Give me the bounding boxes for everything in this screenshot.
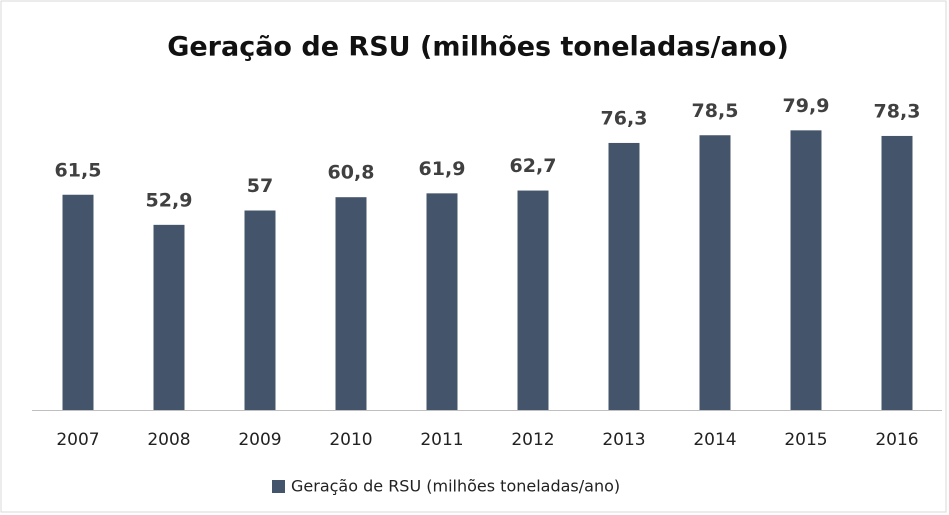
data-label: 61,5 xyxy=(55,159,102,181)
x-tick-label: 2007 xyxy=(56,430,99,450)
data-label: 61,9 xyxy=(419,158,466,180)
bar xyxy=(881,135,913,410)
bar xyxy=(335,197,367,410)
bar xyxy=(608,142,640,410)
data-label: 57 xyxy=(247,175,273,197)
legend-swatch xyxy=(272,480,285,493)
x-tick-label: 2012 xyxy=(511,430,554,450)
x-tick-label: 2016 xyxy=(875,430,918,450)
x-tick-label: 2008 xyxy=(147,430,190,450)
bar xyxy=(699,135,731,410)
bar xyxy=(517,190,549,410)
data-label: 76,3 xyxy=(601,107,648,129)
x-tick-label: 2009 xyxy=(238,430,281,450)
bar xyxy=(426,193,458,410)
chart-title: Geração de RSU (milhões toneladas/ano) xyxy=(167,32,789,63)
data-label: 78,5 xyxy=(692,100,739,122)
x-tick-label: 2013 xyxy=(602,430,645,450)
bar xyxy=(62,194,94,410)
data-label: 60,8 xyxy=(328,162,375,184)
x-tick-label: 2014 xyxy=(693,430,736,450)
bar xyxy=(153,224,185,410)
data-label: 79,9 xyxy=(783,95,830,117)
data-label: 78,3 xyxy=(874,100,921,122)
bar xyxy=(790,130,822,410)
legend-label: Geração de RSU (milhões toneladas/ano) xyxy=(291,477,620,496)
x-tick-label: 2011 xyxy=(420,430,463,450)
x-tick-label: 2015 xyxy=(784,430,827,450)
data-label: 62,7 xyxy=(510,155,557,177)
x-tick-label: 2010 xyxy=(329,430,372,450)
data-label: 52,9 xyxy=(146,189,193,211)
bar xyxy=(244,210,276,410)
